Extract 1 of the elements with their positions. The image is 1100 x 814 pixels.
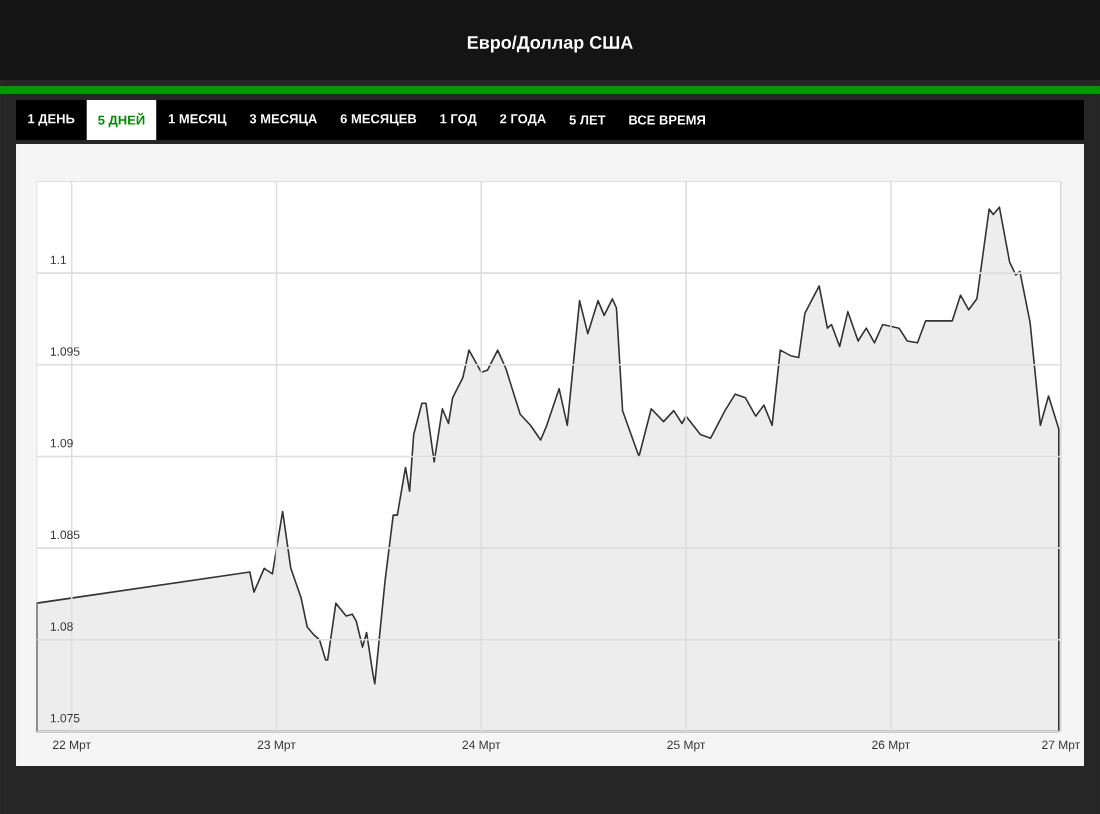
chart-title: Евро/Доллар США xyxy=(467,35,633,53)
